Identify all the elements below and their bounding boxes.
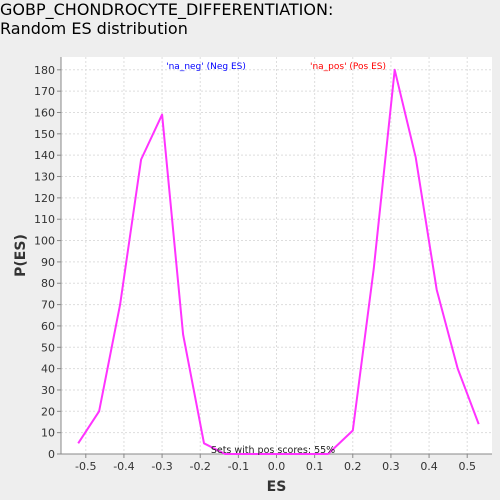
es-distribution-line — [77, 68, 480, 455]
x-tick-label: 0.0 — [268, 460, 286, 473]
legend-pos-es: 'na_pos' (Pos ES) — [310, 62, 386, 72]
tick-labels: -0.5 -0.4 -0.3 -0.2 -0.1 0.0 0.1 0.2 0.3 0.4 0.5 0 1… — [34, 64, 476, 473]
y-tick-label: 80 — [41, 277, 55, 290]
y-tick-label: 150 — [34, 128, 55, 141]
x-tick-label: 0.2 — [344, 460, 362, 473]
y-tick-label: 110 — [34, 213, 55, 226]
y-tick-label: 70 — [41, 299, 55, 312]
x-tick-label: 0.5 — [458, 460, 476, 473]
plot-area — [61, 57, 492, 454]
x-axis-label: ES — [267, 479, 287, 495]
y-axis-label: P(ES) — [13, 234, 29, 277]
x-tick-label: -0.4 — [113, 460, 134, 473]
chart-title-line-2: Random ES distribution — [0, 19, 188, 38]
x-tick-label: -0.2 — [189, 460, 210, 473]
y-tick-label: 60 — [41, 320, 55, 333]
x-tick-label: 0.4 — [420, 460, 438, 473]
y-tick-label: 160 — [34, 106, 55, 119]
legend-neg-es: 'na_neg' (Neg ES) — [166, 62, 246, 72]
y-tick-label: 20 — [41, 405, 55, 418]
y-tick-label: 40 — [41, 363, 55, 376]
y-tick-label: 90 — [41, 256, 55, 269]
x-tick-label: 0.3 — [382, 460, 400, 473]
y-tick-label: 0 — [48, 448, 55, 461]
y-tick-label: 180 — [34, 64, 55, 77]
y-tick-label: 30 — [41, 384, 55, 397]
y-tick-label: 130 — [34, 171, 55, 184]
y-tick-label: 10 — [41, 427, 55, 440]
x-tick-label: -0.5 — [75, 460, 96, 473]
pos-scores-annotation: Sets with pos scores: 55% — [211, 445, 335, 456]
x-tick-label: -0.1 — [228, 460, 249, 473]
chart-title-line-1: GOBP_CHONDROCYTE_DIFFERENTIATION: — [0, 0, 334, 19]
y-tick-label: 170 — [34, 85, 55, 98]
y-tick-label: 140 — [34, 149, 55, 162]
x-tick-label: -0.3 — [151, 460, 172, 473]
y-tick-label: 100 — [34, 235, 55, 248]
series-layer — [77, 68, 480, 455]
y-tick-label: 120 — [34, 192, 55, 205]
y-tick-label: 50 — [41, 341, 55, 354]
x-tick-label: 0.1 — [306, 460, 324, 473]
